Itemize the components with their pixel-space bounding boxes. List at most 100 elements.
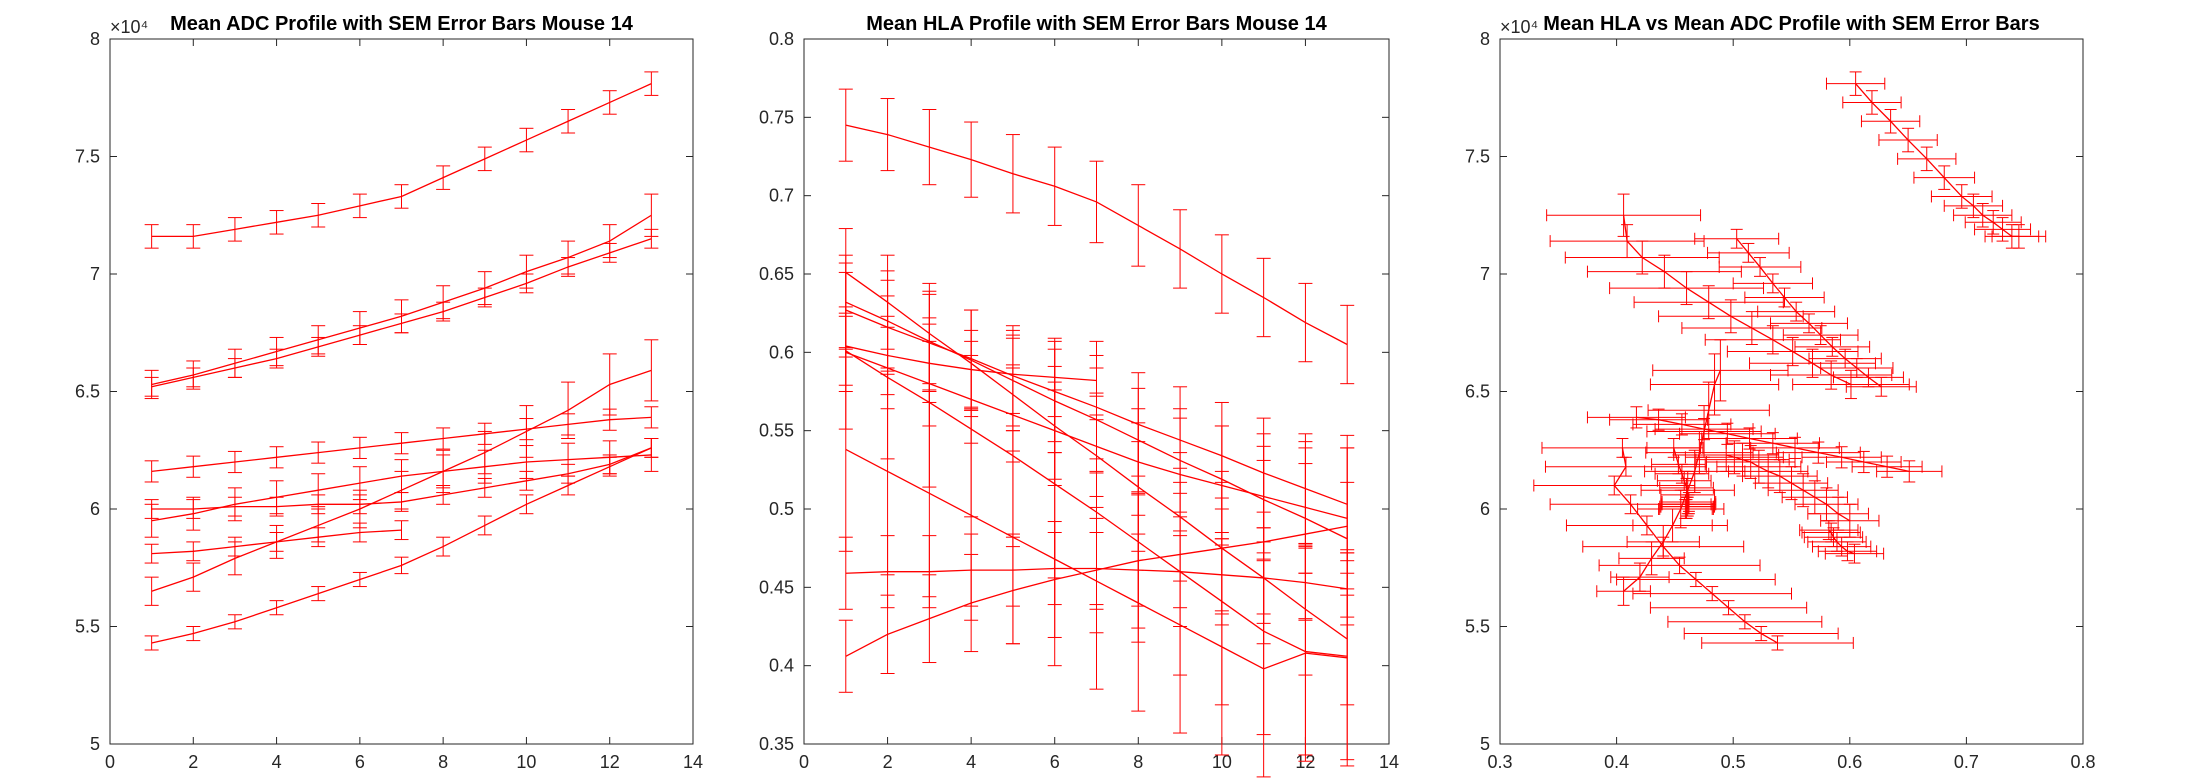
error-bar: [227, 536, 242, 557]
scatter-error-cross: [1782, 325, 1859, 345]
error-bar: [1298, 282, 1313, 363]
series-2: [144, 228, 659, 397]
scatter-error-cross: [1661, 492, 1717, 512]
error-bar: [964, 121, 979, 198]
scatter-error-cross: [1610, 562, 1670, 592]
error-bar: [394, 556, 409, 575]
error-bar: [561, 257, 576, 277]
scatter-error-cross: [1775, 441, 1861, 464]
error-bar: [269, 600, 284, 616]
y-tick-label: 0.55: [759, 421, 794, 441]
series-line: [151, 83, 652, 238]
error-bar: [644, 228, 659, 249]
error-bar: [561, 381, 576, 439]
scatter-error-cross: [1652, 339, 1789, 402]
error-bar: [436, 536, 451, 557]
series-7: [144, 520, 409, 564]
scatter-error-cross: [1860, 109, 1921, 134]
scatter-error-cross: [1645, 430, 1754, 475]
scatter-error-cross: [1825, 71, 1886, 96]
y-tick-label: 0.7: [769, 186, 794, 206]
error-bar: [922, 109, 937, 186]
scatter-error-cross: [1667, 614, 1823, 630]
error-bar: [477, 515, 492, 536]
error-bar: [602, 90, 617, 115]
y-tick-label: 0.35: [759, 734, 794, 754]
chart-title: Mean HLA vs Mean ADC Profile with SEM Er…: [1543, 13, 2039, 35]
scatter-line: [1613, 447, 1778, 644]
error-bar: [1214, 470, 1229, 626]
series-0: [838, 88, 1355, 385]
scatter-error-cross: [1801, 446, 1882, 469]
scatter-error-cross: [1649, 600, 1808, 616]
scatter-error-cross: [1803, 527, 1864, 548]
error-bar: [602, 242, 617, 263]
x-tick-label: 2: [883, 752, 893, 772]
scatter-line: [1855, 83, 2019, 238]
x-tick-label: 14: [683, 752, 703, 772]
error-bar: [477, 287, 492, 308]
scatter-series-5: [1646, 438, 1717, 519]
error-bar: [880, 594, 895, 674]
scatter-error-cross: [1683, 626, 1839, 642]
error-bar: [144, 376, 159, 397]
scatter-series-8: [1533, 438, 1854, 651]
scatter-error-cross: [1770, 313, 1848, 334]
error-bar: [1173, 209, 1188, 289]
scatter-error-cross: [1842, 90, 1902, 115]
scatter-error-cross: [1732, 273, 1813, 294]
axes-box: [109, 38, 694, 745]
axes-box: [803, 38, 1390, 745]
error-bar: [477, 449, 492, 484]
scatter-error-cross: [1533, 475, 1696, 496]
y-tick-label: 6: [1480, 499, 1490, 519]
error-bar: [436, 301, 451, 322]
error-bar: [394, 520, 409, 541]
scatter-error-cross: [1647, 381, 1770, 439]
y-tick-label: 0.75: [759, 107, 794, 127]
error-bar: [269, 446, 284, 469]
scatter-error-cross: [1757, 301, 1836, 322]
error-bar: [311, 336, 326, 357]
scatter-series-1: [1546, 193, 1910, 400]
error-bar: [1256, 459, 1271, 624]
error-bar: [519, 445, 534, 479]
y-tick-label: 7.5: [75, 147, 100, 167]
error-bar: [352, 193, 367, 219]
error-bar: [964, 553, 979, 653]
x-tick-label: 0.7: [1954, 752, 1979, 772]
y-tick-label: 5: [1480, 734, 1490, 754]
error-bar: [1005, 134, 1020, 214]
scatter-error-cross: [1694, 228, 1780, 249]
scatter-error-cross: [1565, 515, 1728, 536]
error-bar: [227, 217, 242, 242]
scatter-error-cross: [1598, 556, 1761, 575]
scatter-error-cross: [1704, 325, 1841, 355]
error-bar: [269, 532, 284, 552]
scatter-error-cross: [1632, 586, 1792, 602]
x-tick-label: 6: [1050, 752, 1060, 772]
scatter-error-cross: [1770, 360, 1893, 390]
error-bar: [144, 576, 159, 606]
error-bar: [394, 432, 409, 455]
error-bar: [880, 98, 895, 172]
error-bar: [144, 543, 159, 564]
error-bar: [144, 503, 159, 538]
x-tick-label: 14: [1379, 752, 1399, 772]
x-tick-label: 0.3: [1487, 752, 1512, 772]
error-bar: [602, 353, 617, 416]
scatter-error-cross: [1616, 571, 1776, 588]
x-tick-label: 0.5: [1721, 752, 1746, 772]
scatter-error-cross: [1646, 405, 1762, 458]
x-tick-label: 8: [1133, 752, 1143, 772]
error-bar: [311, 527, 326, 548]
error-bar: [394, 184, 409, 209]
scatter-error-cross: [1799, 520, 1859, 541]
series-8: [144, 438, 659, 651]
scatter-error-cross: [1984, 224, 2040, 249]
error-bar: [561, 475, 576, 496]
error-bar: [1298, 447, 1313, 621]
error-bar: [227, 450, 242, 474]
error-bar: [186, 224, 201, 249]
